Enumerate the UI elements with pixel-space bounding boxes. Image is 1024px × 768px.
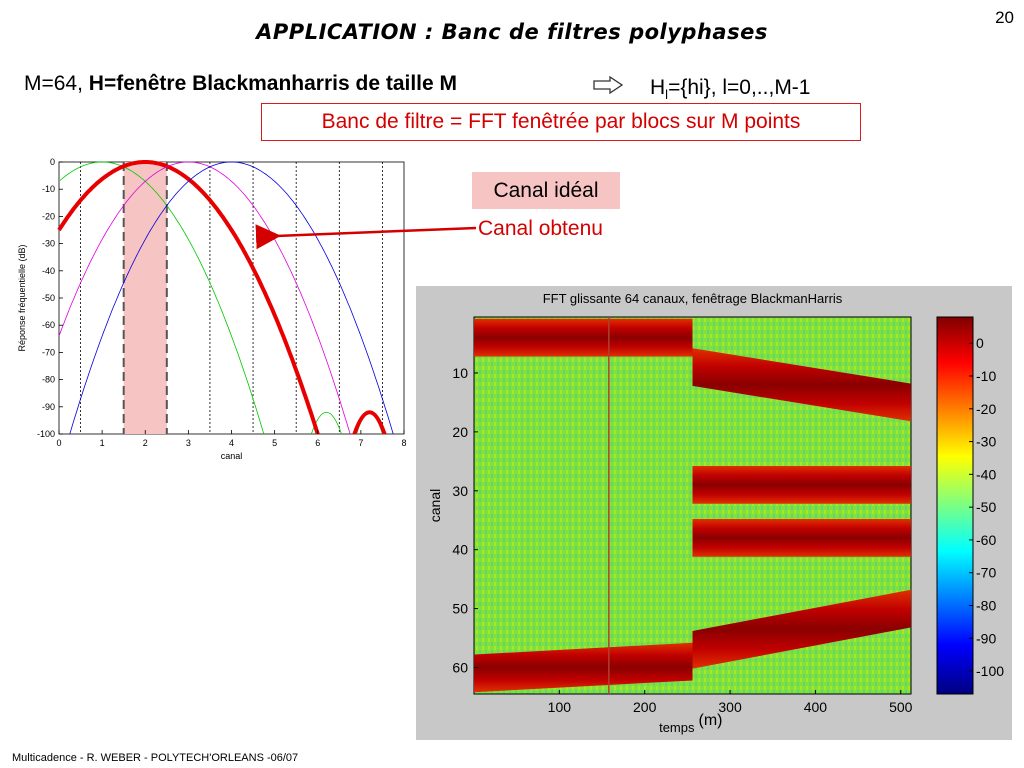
x-tick-label: 300 (718, 699, 742, 715)
x-tick-label: 6 (315, 438, 320, 448)
signal-band (692, 348, 911, 422)
colorbar-tick-label: -100 (976, 663, 1004, 679)
colorbar-tick-label: -90 (976, 630, 996, 646)
y-tick-label: 50 (452, 601, 468, 617)
colorbar-tick-label: -10 (976, 368, 996, 384)
x-tick-label: 1 (100, 438, 105, 448)
y-tick-label: -20 (42, 211, 55, 221)
x-tick-label: 7 (358, 438, 363, 448)
heatmap-title: FFT glissante 64 canaux, fenêtrage Black… (543, 291, 843, 306)
response-curve (69, 161, 394, 435)
x-tick-label: 5 (272, 438, 277, 448)
x-tick-label: 0 (56, 438, 61, 448)
filterbank-definition-box: Banc de filtre = FFT fenêtrée par blocs … (261, 103, 861, 141)
colorbar-tick-label: -70 (976, 565, 996, 581)
parameter-window: H=fenêtre Blackmanharris de taille M (88, 72, 458, 95)
response-curve (57, 160, 320, 435)
y-tick-label: 60 (452, 659, 468, 675)
label-canal-ideal: Canal idéal (472, 172, 620, 209)
formula-rest: ={hi}, l=0,..,M-1 (668, 76, 811, 99)
spectrogram-chart: FFT glissante 64 canaux, fenêtrage Black… (416, 286, 1012, 740)
double-arrow-right-icon (593, 76, 623, 94)
slide-title: APPLICATION : Banc de filtres polyphases (256, 20, 768, 44)
formula-sub: l (665, 87, 669, 103)
y-tick-label: -70 (42, 347, 55, 357)
colorbar-tick-label: -60 (976, 532, 996, 548)
x-tick-label: 3 (186, 438, 191, 448)
colorbar-tick-label: -30 (976, 434, 996, 450)
signal-band (474, 642, 693, 693)
parameters-line: M=64, H=fenêtre Blackmanharris de taille… (24, 72, 457, 96)
y-tick-label: 0 (50, 157, 55, 167)
plot-area (58, 161, 405, 435)
colorbar-tick-label: -50 (976, 499, 996, 515)
y-axis-label: Réponse fréquentielle (dB) (17, 244, 27, 351)
sidelobe (352, 410, 387, 435)
frequency-response-chart: 0 1 2 3 4 5 6 7 8 0 -10 -20 -30 -40 -50 -60 -70 -80 -90 -10… (17, 157, 407, 461)
y-tick-label: -50 (42, 293, 55, 303)
ideal-band (123, 162, 167, 434)
label-canal-obtenu: Canal obtenu (478, 217, 603, 240)
x-tick-label: 4 (229, 438, 234, 448)
formula-h: H (650, 76, 666, 99)
colorbar-tick-label: -20 (976, 401, 996, 417)
response-curve (59, 161, 265, 435)
x-tick-label: 2 (143, 438, 148, 448)
x-tick-label: 100 (548, 699, 572, 715)
y-tick-label: -100 (37, 429, 55, 439)
signal-band (692, 466, 911, 504)
signal-band (692, 519, 911, 557)
x-tick-label: 200 (633, 699, 657, 715)
y-axis-label: canal (427, 489, 443, 522)
y-tick-label: 30 (452, 483, 468, 499)
x-axis-label: canal (221, 451, 243, 461)
y-tick-label: -60 (42, 320, 55, 330)
filter-formula: Hl={hi}, l=0,..,M-1 (650, 76, 810, 102)
x-tick-label: 500 (889, 699, 913, 715)
y-tick-label: -10 (42, 184, 55, 194)
y-tick-label: 40 (452, 542, 468, 558)
slide-number: 20 (995, 8, 1014, 27)
colorbar-tick-label: 0 (976, 335, 984, 351)
x-axis-unit: (m) (699, 712, 723, 729)
y-tick-label: -40 (42, 266, 55, 276)
x-tick-label: 8 (401, 438, 406, 448)
y-tick-label: -30 (42, 239, 55, 249)
x-tick-label: 400 (804, 699, 828, 715)
y-tick-label: 10 (452, 365, 468, 381)
signal-band (692, 589, 911, 669)
y-tick-label: -90 (42, 402, 55, 412)
y-tick-label: -80 (42, 375, 55, 385)
signal-band (474, 318, 693, 357)
parameter-m: M=64, (24, 72, 89, 95)
colorbar (936, 316, 974, 695)
colorbar-tick-label: -40 (976, 466, 996, 482)
footer-text: Multicadence - R. WEBER - POLYTECH'ORLEA… (12, 752, 299, 764)
response-curve (58, 161, 351, 435)
x-axis-label: temps (659, 720, 695, 735)
colorbar-tick-label: -80 (976, 597, 996, 613)
y-tick-label: 20 (452, 424, 468, 440)
